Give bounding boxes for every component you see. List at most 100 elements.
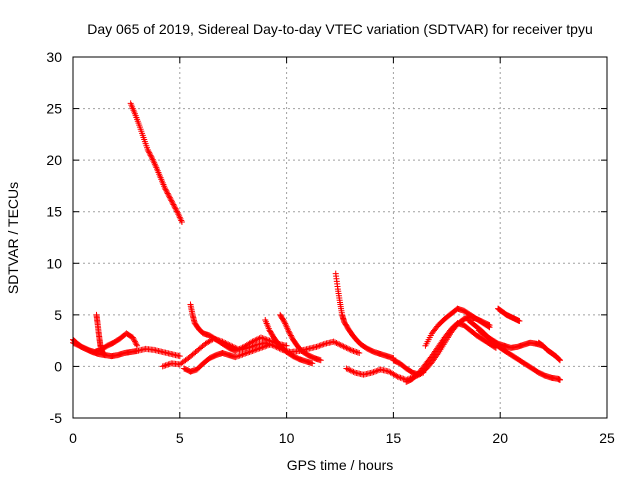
data-point (286, 329, 293, 336)
data-point (253, 336, 260, 343)
data-point (371, 368, 378, 375)
data-point (287, 332, 294, 339)
data-point (354, 349, 361, 356)
data-point (396, 374, 403, 381)
data-point (369, 369, 376, 376)
data-point (162, 186, 169, 193)
series-sat-high-descent (127, 100, 185, 226)
data-point (398, 375, 405, 382)
data-point (555, 355, 562, 362)
series-sat-rise-17h (403, 320, 499, 385)
y-tick-label: 20 (46, 152, 62, 168)
data-point (317, 342, 324, 349)
x-tick-label: 20 (492, 430, 508, 446)
data-point (253, 346, 260, 353)
data-point (259, 344, 266, 351)
data-point (131, 338, 138, 345)
x-tick-label: 5 (176, 430, 184, 446)
data-point (233, 353, 240, 360)
data-point (165, 361, 172, 368)
data-point (351, 348, 358, 355)
x-tick-label: 15 (386, 430, 402, 446)
data-point (263, 336, 270, 343)
data-point (346, 366, 353, 373)
x-tick-label: 25 (599, 430, 615, 446)
axis-ticks: 0 5 10 15 20 25 -5 0 5 10 15 20 25 30 (46, 49, 615, 446)
data-point (370, 369, 377, 376)
data-point (256, 345, 263, 352)
data-point (239, 351, 246, 358)
data-point (161, 184, 168, 191)
data-point (146, 149, 153, 156)
data-point (267, 338, 274, 345)
data-point (340, 343, 347, 350)
data-point (341, 344, 348, 351)
data-point (319, 341, 326, 348)
data-point (162, 362, 169, 369)
data-point (249, 347, 256, 354)
data-point (161, 362, 168, 369)
y-tick-label: 30 (46, 49, 62, 65)
data-point (248, 348, 254, 355)
data-point (263, 342, 270, 349)
data-point (334, 340, 341, 347)
data-point (313, 343, 320, 350)
data-point (350, 368, 357, 375)
data-point (485, 321, 492, 328)
data-point (556, 356, 563, 363)
data-point (163, 361, 170, 368)
data-point (130, 335, 137, 342)
data-point (168, 198, 175, 205)
data-point (283, 342, 290, 349)
y-tick-label: 15 (46, 204, 62, 220)
data-point (133, 341, 140, 348)
data-point (343, 344, 350, 351)
data-point (257, 344, 264, 351)
data-point (557, 357, 564, 364)
data-point (238, 352, 245, 359)
series-sat-mid-c (181, 341, 273, 375)
data-point (176, 353, 183, 360)
data-point (309, 360, 316, 367)
y-tick-label: 0 (54, 358, 62, 374)
data-point (236, 352, 243, 359)
x-tick-label: 10 (279, 430, 295, 446)
data-point (245, 349, 252, 356)
data-point (557, 376, 564, 383)
series-sat-20h (495, 305, 523, 325)
data-point (166, 194, 173, 201)
data-point (159, 363, 166, 370)
data-point (163, 189, 170, 196)
data-point (165, 191, 172, 198)
data-point (102, 352, 109, 359)
data-point (397, 374, 404, 381)
data-point (252, 337, 259, 344)
data-point (486, 322, 493, 329)
data-point (330, 338, 337, 345)
data-point (146, 150, 153, 157)
data-point (144, 146, 151, 153)
data-point (168, 197, 175, 204)
data-point (246, 348, 253, 355)
data-point (349, 368, 356, 375)
data-point (350, 347, 357, 354)
series-sat-decline-19h-b (475, 327, 546, 351)
x-axis-label: GPS time / hours (287, 457, 394, 473)
data-point (257, 334, 264, 341)
data-point (134, 342, 141, 349)
data-point (353, 348, 360, 355)
data-point (373, 368, 380, 375)
data-point (148, 153, 155, 160)
data-point (316, 342, 323, 349)
data-point (250, 347, 257, 354)
data-point (337, 342, 344, 349)
data-point (333, 340, 340, 347)
data-point (255, 345, 262, 352)
data-point (260, 335, 267, 342)
data-point (393, 372, 400, 379)
data-point (349, 347, 356, 354)
series-sat-12h-spike (332, 270, 397, 362)
data-point (233, 347, 240, 354)
data-point (339, 342, 346, 349)
